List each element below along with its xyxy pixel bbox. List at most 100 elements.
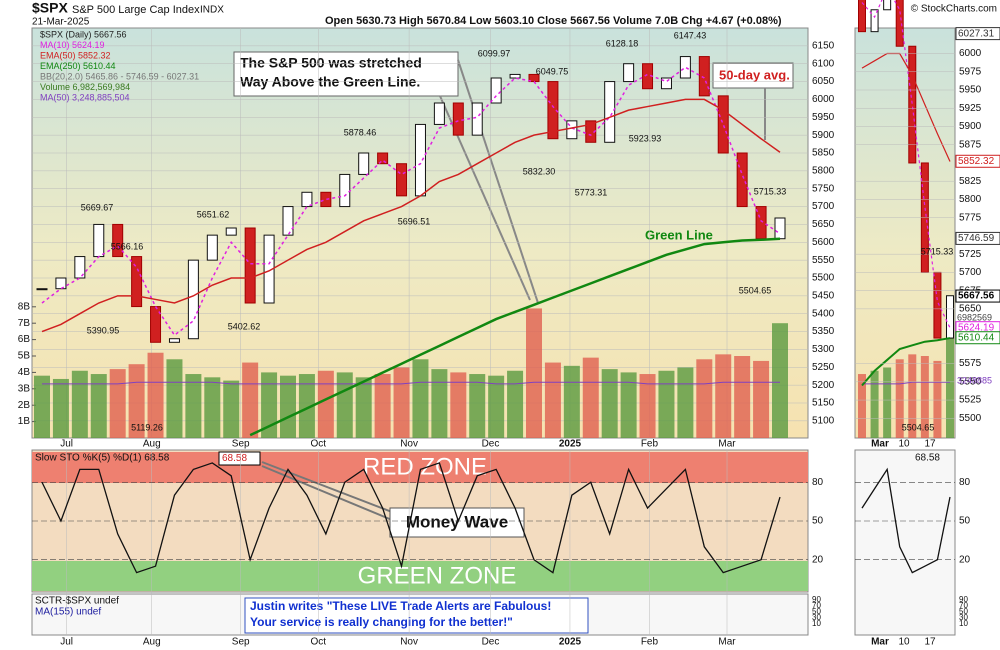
sctr-tick-label: 50 — [812, 607, 821, 616]
zoom-tick-label: 5725 — [959, 249, 982, 260]
candle — [585, 120, 597, 143]
candle — [55, 277, 67, 290]
x-tick-label: Feb — [641, 439, 659, 450]
zoom-tick-label: 5975 — [959, 66, 982, 77]
candle — [717, 95, 729, 154]
volume-bar — [620, 372, 637, 438]
price-label: 5715.33 — [921, 246, 954, 256]
quote-box — [244, 597, 589, 634]
candle — [263, 234, 275, 304]
volume-bar — [412, 359, 429, 438]
volume-bar — [393, 367, 410, 438]
x-tick-label: Nov — [400, 637, 418, 648]
price-tag-label: 5610.44 — [958, 332, 995, 343]
zoom-tick-label: 5550 — [959, 376, 982, 387]
price-label: 5119.26 — [131, 422, 163, 432]
y-tick-label: 5500 — [812, 273, 835, 284]
price-label: 5923.93 — [629, 133, 662, 143]
volume-bar — [677, 367, 694, 438]
stoch-line — [861, 467, 951, 574]
ema-box — [712, 62, 794, 89]
volume-tick-label: 6B — [18, 334, 31, 345]
candle — [74, 256, 86, 279]
volume-tag: 3248885 — [957, 375, 992, 385]
price-label: 6099.97 — [478, 48, 511, 58]
volume-bar — [34, 375, 50, 438]
x-tick-label: Oct — [310, 637, 326, 648]
x-tick-label: Dec — [482, 439, 500, 450]
price-label: 5669.67 — [81, 202, 114, 212]
price-tag-label: 5852.32 — [958, 156, 995, 167]
zoom-tick-label: 5775 — [959, 212, 982, 223]
indicator-line — [41, 98, 781, 333]
candle — [206, 234, 218, 261]
candle — [396, 163, 408, 197]
volume-bar — [52, 378, 69, 438]
y-tick-label: 5300 — [812, 344, 835, 355]
volume-bar — [298, 374, 315, 438]
candle — [895, 0, 904, 47]
quote: Open 5630.73 High 5670.84 Low 5603.10 Cl… — [325, 15, 782, 27]
candle — [131, 256, 143, 308]
sctr-tick-label: 90 — [812, 595, 821, 604]
candle — [883, 0, 892, 11]
volume-bar — [355, 377, 372, 438]
y-tick-label: 5450 — [812, 290, 835, 301]
y-tick-label: 5200 — [812, 380, 835, 391]
y-tick-label: 6100 — [812, 58, 835, 69]
candle — [660, 77, 672, 90]
volume-tick-label: 7B — [18, 318, 31, 329]
volume-bar — [204, 377, 221, 438]
price-label: 5390.95 — [87, 325, 120, 335]
callout-text: The S&P 500 was stretched — [240, 55, 422, 71]
volume-bar — [563, 365, 580, 438]
green-zone — [32, 561, 808, 591]
source: © StockCharts.com — [911, 4, 997, 15]
candle — [301, 191, 313, 208]
sctr-label: MA(155) undef — [35, 607, 101, 618]
wave-label: Money Wave — [406, 512, 508, 531]
stoch-tick-label: 80 — [959, 477, 971, 488]
zoom-tick-label: 5700 — [959, 267, 982, 278]
price-label: 5504.65 — [739, 285, 772, 295]
y-tick-label: 6150 — [812, 40, 835, 51]
candle — [244, 227, 256, 304]
volume-bar — [582, 357, 599, 438]
volume-bar — [696, 359, 713, 438]
zoom-tick-label: 5500 — [959, 413, 982, 424]
price-tag — [955, 154, 1000, 168]
zoom-tick-label: 5950 — [959, 85, 982, 96]
stoch-tag: 68.58 — [222, 453, 247, 464]
volume-bar — [933, 360, 942, 438]
candle — [358, 152, 370, 175]
volume-tick-label: 8B — [18, 301, 31, 312]
wave-arrow — [261, 465, 393, 521]
price-label: 5504.65 — [902, 422, 935, 432]
candle — [339, 173, 351, 208]
stoch-tick-label: 50 — [812, 516, 824, 527]
volume-bar — [147, 352, 164, 438]
sctr-label: SCTR-$SPX undef — [35, 596, 119, 607]
zoom-tick-label: 5925 — [959, 103, 982, 114]
candle — [490, 77, 502, 104]
candle — [946, 295, 954, 339]
candle — [414, 123, 426, 197]
volume-bar — [601, 369, 618, 438]
volume-bar — [772, 323, 788, 438]
volume-bar — [166, 359, 183, 438]
stoch-tick-label: 20 — [959, 554, 971, 565]
price-label: 6147.43 — [674, 30, 707, 40]
stoch-tag-box — [218, 451, 261, 466]
indicator-line — [861, 52, 951, 162]
volume-bar — [374, 374, 391, 438]
volume-ma-line — [862, 381, 950, 385]
volume-bar — [715, 354, 732, 438]
wave-arrow — [261, 461, 393, 513]
candle — [870, 9, 879, 33]
sctr-tick-label: 50 — [959, 607, 968, 616]
volume-bar — [734, 356, 751, 438]
price-tag — [955, 289, 1000, 303]
stoch-tick-label: 20 — [812, 554, 824, 565]
volume-bar — [946, 323, 954, 438]
exchange: INDX — [200, 5, 224, 16]
